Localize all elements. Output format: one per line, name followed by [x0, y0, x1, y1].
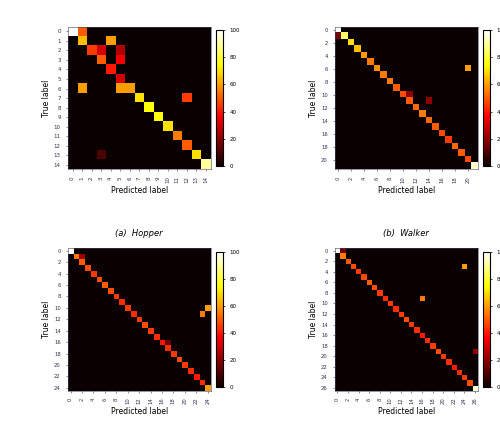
- X-axis label: Predicted label: Predicted label: [378, 186, 435, 195]
- Y-axis label: True label: True label: [42, 301, 51, 338]
- Y-axis label: True label: True label: [42, 79, 51, 117]
- X-axis label: Predicted label: Predicted label: [378, 407, 435, 416]
- Y-axis label: True label: True label: [310, 301, 318, 338]
- Text: (b)  Walker: (b) Walker: [383, 230, 429, 238]
- Y-axis label: True label: True label: [310, 79, 318, 117]
- X-axis label: Predicted label: Predicted label: [110, 407, 168, 416]
- Text: (a)  Hopper: (a) Hopper: [116, 230, 163, 238]
- X-axis label: Predicted label: Predicted label: [110, 186, 168, 195]
